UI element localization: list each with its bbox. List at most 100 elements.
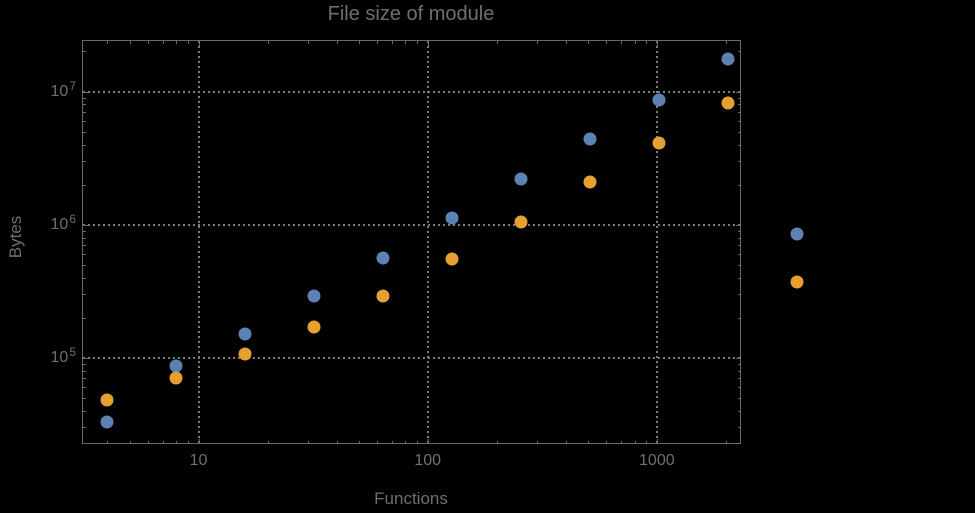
y-tick-mark: [83, 97, 86, 99]
chart-title: File size of module: [327, 3, 495, 25]
data-point-series-2-orange: [238, 347, 252, 361]
y-tick-mark: [83, 378, 86, 380]
y-tick-mark: [738, 112, 741, 114]
x-tick-mark: [107, 441, 109, 444]
x-tick-mark: [147, 41, 149, 44]
x-tick-mark: [176, 441, 178, 444]
data-point-series-1-blue: [514, 172, 528, 186]
y-tick-mark: [738, 317, 741, 319]
data-point-series-2-orange: [307, 320, 321, 334]
y-tick-mark: [738, 254, 741, 256]
x-tick-mark: [634, 441, 636, 444]
y-tick-mark: [83, 387, 86, 389]
data-point-series-1-blue: [583, 132, 597, 146]
x-tick-mark: [417, 441, 419, 444]
x-tick-mark: [188, 441, 190, 444]
x-tick-mark: [656, 41, 658, 46]
x-tick-mark: [376, 41, 378, 44]
y-tick-mark: [738, 237, 741, 239]
y-tick-mark: [738, 184, 741, 186]
y-tick-mark: [738, 104, 741, 106]
x-axis-label: Functions: [374, 489, 448, 508]
x-tick-mark: [605, 441, 607, 444]
y-tick-mark: [83, 184, 86, 186]
x-tick-mark: [621, 41, 623, 44]
gridline-x-1000: [655, 41, 658, 443]
x-tick-mark: [163, 441, 165, 444]
y-tick-mark: [83, 264, 86, 266]
x-tick-mark: [405, 41, 407, 44]
x-tick-mark: [605, 41, 607, 44]
y-tick-mark: [736, 224, 741, 226]
data-point-series-1-blue: [790, 227, 804, 241]
data-point-series-2-orange: [790, 275, 804, 289]
x-tick-mark: [336, 41, 338, 44]
x-tick-mark: [496, 441, 498, 444]
y-tick-mark: [738, 264, 741, 266]
data-point-series-2-orange: [376, 289, 390, 303]
y-tick-mark: [738, 387, 741, 389]
y-tick-mark: [83, 370, 86, 372]
x-tick-mark: [358, 441, 360, 444]
y-tick-mark: [83, 363, 86, 365]
x-tick-mark: [307, 441, 309, 444]
y-tick-label-10e7: 107: [0, 79, 76, 101]
y-tick-mark: [83, 112, 86, 114]
y-tick-mark: [738, 294, 741, 296]
x-tick-label-100: 100: [414, 452, 442, 469]
y-tick-mark: [83, 277, 86, 279]
x-tick-mark: [587, 41, 589, 44]
x-tick-mark: [198, 439, 200, 444]
x-tick-mark: [405, 441, 407, 444]
y-tick-mark: [738, 410, 741, 412]
x-tick-label-1000: 1000: [639, 452, 675, 469]
y-tick-mark: [83, 91, 88, 93]
y-tick-mark: [83, 294, 86, 296]
y-tick-mark: [738, 144, 741, 146]
data-point-series-1-blue: [169, 359, 183, 373]
x-tick-mark: [725, 441, 727, 444]
x-tick-mark: [392, 41, 394, 44]
x-tick-mark: [621, 441, 623, 444]
y-tick-mark: [738, 378, 741, 380]
x-tick-mark: [163, 41, 165, 44]
y-tick-mark: [83, 224, 88, 226]
data-point-series-1-blue: [307, 289, 321, 303]
x-tick-mark: [537, 41, 538, 44]
x-tick-mark: [129, 41, 131, 44]
gridline-x-10: [197, 41, 200, 443]
y-tick-mark: [738, 397, 741, 399]
y-tick-exponent: 5: [69, 344, 76, 359]
x-tick-mark: [587, 441, 589, 444]
data-point-series-2-orange: [445, 252, 459, 266]
data-point-series-2-orange: [169, 371, 183, 385]
y-tick-mark: [83, 245, 86, 247]
x-tick-mark: [107, 41, 109, 44]
y-tick-mark: [83, 237, 86, 239]
y-tick-mark: [83, 104, 86, 106]
data-point-series-2-orange: [583, 175, 597, 189]
x-tick-mark: [417, 41, 419, 44]
y-tick-mark: [738, 121, 741, 123]
plot-frame: [82, 40, 741, 444]
y-tick-mark: [738, 230, 741, 232]
y-tick-mark: [83, 410, 86, 412]
y-tick-mark: [738, 97, 741, 99]
x-tick-mark: [188, 41, 190, 44]
y-tick-mark: [736, 91, 741, 93]
y-tick-mark: [738, 245, 741, 247]
y-tick-mark: [738, 131, 741, 133]
x-tick-mark: [427, 41, 429, 46]
y-tick-mark: [83, 51, 86, 53]
y-tick-mark: [83, 161, 86, 163]
x-tick-mark: [129, 441, 131, 444]
y-tick-mark: [738, 51, 741, 53]
x-tick-mark: [646, 41, 648, 44]
x-tick-mark: [496, 41, 498, 44]
data-point-series-2-orange: [652, 136, 666, 150]
x-tick-mark: [725, 41, 727, 44]
data-point-series-2-orange: [514, 215, 528, 229]
y-tick-exponent: 7: [69, 78, 76, 93]
x-tick-mark: [358, 41, 360, 44]
data-point-series-2-orange: [721, 96, 735, 110]
